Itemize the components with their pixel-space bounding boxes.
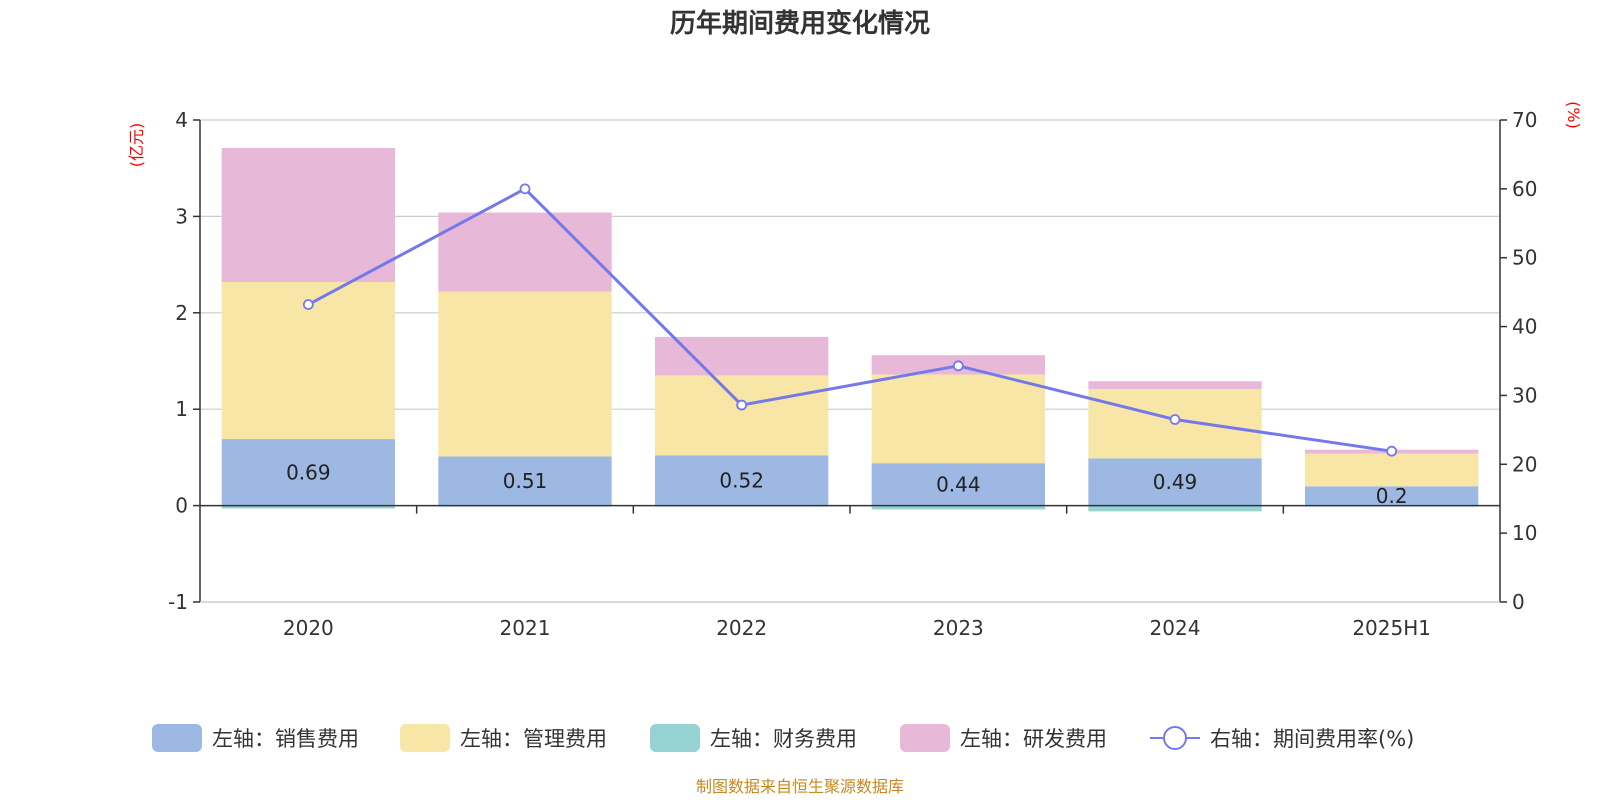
left-axis-unit: (亿元) <box>127 123 146 168</box>
bar-segment <box>221 439 395 506</box>
category-label: 2024 <box>1150 616 1201 640</box>
left-tick-label: 3 <box>175 204 188 228</box>
right-tick-label: 0 <box>1512 590 1525 614</box>
legend-swatch <box>650 724 700 752</box>
bar-segment <box>1305 453 1479 487</box>
bar-labels: 0.69 0.51 0.52 0.44 0.49 0.2 <box>286 460 1408 508</box>
category-label: 2020 <box>283 616 334 640</box>
category-label: 2025H1 <box>1352 616 1431 640</box>
rate-line <box>307 187 1392 453</box>
rate-point <box>1169 414 1181 425</box>
legend-circle-marker <box>1163 726 1187 750</box>
legend-swatch <box>400 724 450 752</box>
left-tick-label: 0 <box>175 494 188 518</box>
left-tick-label: 1 <box>175 397 188 421</box>
left-tick-label: -1 <box>168 590 188 614</box>
bar-segment <box>221 147 395 282</box>
bar-segment <box>1088 381 1262 389</box>
bar-data-label: 0.52 <box>719 469 764 493</box>
source-note: 制图数据来自恒生聚源数据库 <box>696 777 904 796</box>
right-tick-label: 60 <box>1512 177 1537 201</box>
legend-label: 右轴：期间费用率(%) <box>1210 727 1414 751</box>
legend-label: 左轴：管理费用 <box>460 727 607 751</box>
bar-data-label: 0.49 <box>1153 470 1198 494</box>
chart-title: 历年期间费用变化情况 <box>670 8 930 39</box>
legend-label: 左轴：财务费用 <box>710 727 857 751</box>
bar-segment <box>871 463 1045 506</box>
bar-segment <box>655 375 829 456</box>
rate-point <box>302 299 314 310</box>
bars <box>221 147 1479 512</box>
legend-swatch <box>900 724 950 752</box>
rate-point <box>519 183 531 195</box>
category-label: 2022 <box>716 616 767 640</box>
right-axis-unit: (%) <box>1564 101 1583 129</box>
bar-segment <box>871 374 1045 464</box>
bar-segment <box>1088 505 1262 512</box>
left-tick-label: 4 <box>175 108 188 132</box>
bar-segment <box>871 505 1045 510</box>
bar-segment <box>655 455 829 506</box>
bar-segment <box>438 456 612 506</box>
right-tick-label: 40 <box>1512 315 1537 339</box>
bar-data-label: 0.69 <box>286 460 331 484</box>
line-series <box>302 183 1398 457</box>
bar-segment <box>438 291 612 457</box>
legend: 左轴：销售费用 左轴：管理费用 左轴：财务费用 左轴：研发费用 右轴：期间费用率(%) <box>152 724 1414 752</box>
legend-label: 左轴：销售费用 <box>212 727 359 751</box>
rate-point <box>1386 445 1398 457</box>
right-tick-label: 10 <box>1512 521 1537 545</box>
bar-segment <box>1305 486 1479 506</box>
bar-segment <box>1088 458 1262 506</box>
left-tick-label: 2 <box>175 301 188 325</box>
category-label: 2023 <box>933 616 984 640</box>
right-tick-label: 70 <box>1512 108 1537 132</box>
category-label: 2021 <box>500 616 551 640</box>
rate-point <box>952 360 964 372</box>
bar-data-label: 0.44 <box>936 472 981 496</box>
bar-data-label: 0.51 <box>503 469 548 493</box>
bar-segment <box>438 212 612 292</box>
legend-label: 左轴：研发费用 <box>960 727 1107 751</box>
right-tick-label: 30 <box>1512 383 1537 407</box>
legend-swatch <box>152 724 202 752</box>
bar-data-label: 0.2 <box>1376 484 1408 508</box>
rate-point <box>736 399 748 411</box>
bar-segment <box>221 505 395 509</box>
right-tick-label: 20 <box>1512 452 1537 476</box>
right-tick-label: 50 <box>1512 246 1537 270</box>
bar-segment <box>655 336 829 376</box>
